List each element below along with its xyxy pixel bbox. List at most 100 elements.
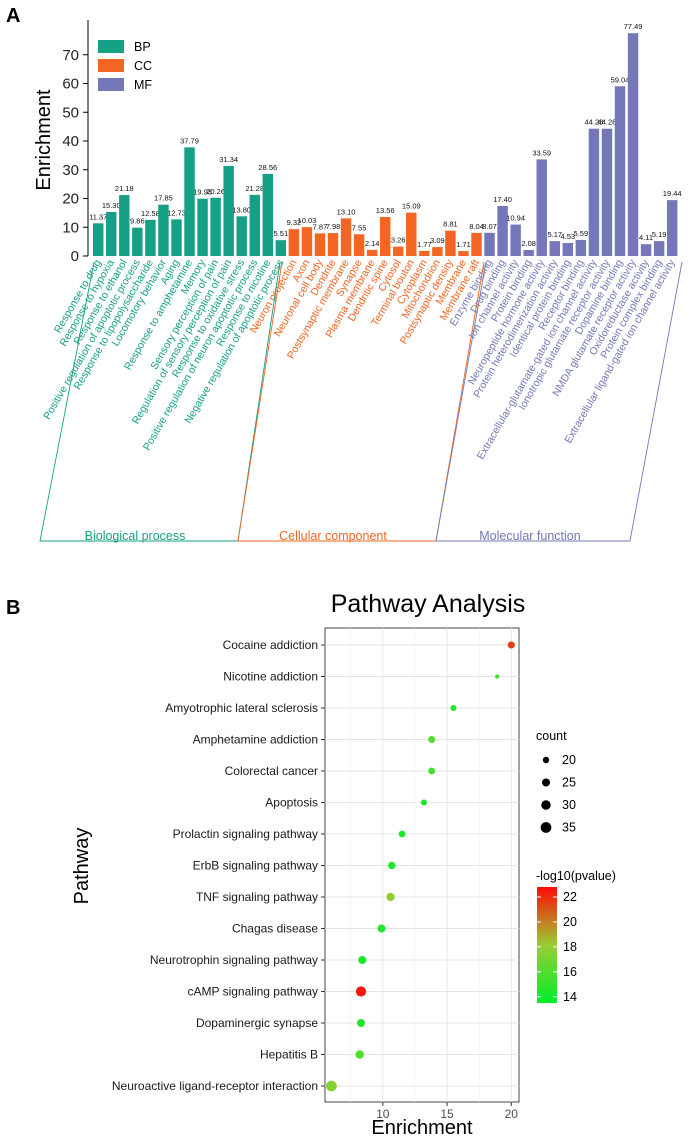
pathway-label-colorectal-cancer: Colorectal cancer: [225, 764, 318, 778]
category-label-biological-process: Biological process: [85, 529, 186, 543]
pathway-label-erbb-signaling-pathway: ErbB signaling pathway: [193, 859, 318, 873]
count-legend-label: 35: [562, 821, 576, 835]
chart-title: Pathway Analysis: [331, 590, 526, 618]
pathway-label-neuroactive-ligand-receptor-interaction: Neuroactive ligand-receptor interaction: [112, 1079, 318, 1093]
bar-response-to-amphetamine: [184, 147, 195, 256]
y-tick-label: 30: [62, 162, 79, 179]
point-cocaine-addiction: [507, 641, 515, 649]
color-legend-bar: [537, 887, 557, 1003]
panel-a-bar-chart: A010203040506070EnrichmentBPCCMF11.37Res…: [6, 5, 683, 543]
point-camp-signaling-pathway: [355, 986, 367, 997]
bar-response-to-ethanol: [119, 195, 130, 256]
bar-cytosol: [393, 246, 404, 256]
bar-value-label: 12.73: [167, 208, 186, 217]
point-tnf-signaling-pathway: [386, 892, 395, 902]
bar-value-label: 1.71: [456, 240, 471, 249]
count-legend-label: 25: [562, 776, 576, 790]
color-legend-label: 14: [563, 990, 577, 1004]
bar-memory: [197, 198, 208, 256]
y-axis-title: Pathway: [71, 828, 93, 905]
bar-identical-protein-binding: [562, 242, 574, 256]
bar-dopamine-binding: [614, 86, 626, 256]
y-tick-label: 40: [62, 133, 79, 150]
y-tick-label: 20: [62, 191, 79, 208]
bar-membrane-raft: [471, 232, 482, 256]
legend-swatch-mf: [98, 78, 124, 91]
bar-response-to-hypoxia: [106, 212, 117, 256]
point-colorectal-cancer: [428, 767, 436, 775]
count-legend-dot: [541, 800, 551, 810]
point-erbb-signaling-pathway: [388, 861, 396, 870]
bar-value-label: 21.28: [245, 184, 264, 193]
bar-plasma-membrane: [366, 249, 378, 256]
bar-response-to-nicotine: [262, 173, 274, 256]
bar-value-label: 31.34: [219, 155, 238, 164]
bar-value-label: 15.30: [102, 201, 121, 210]
y-tick-label: 50: [62, 104, 79, 121]
bar-value-label: 4.53: [561, 232, 576, 241]
legend-swatch-bp: [98, 40, 124, 53]
point-amyotrophic-lateral-sclerosis: [450, 704, 457, 712]
legend-swatch-cc: [98, 59, 124, 72]
category-bracket-molecular-function: [435, 261, 683, 542]
bar-value-label: 44.28: [598, 118, 617, 127]
bar-nmda-glutamate-receptor-activity: [627, 33, 639, 257]
bar-value-label: 10.03: [298, 216, 317, 225]
bar-ionotropic-glutamate-receptor-activity: [601, 128, 613, 256]
bar-value-label: 5.19: [652, 230, 667, 239]
x-tick-label: 20: [505, 1107, 519, 1121]
pathway-label-chagas-disease: Chagas disease: [232, 922, 318, 936]
bar-value-label: 13.80: [232, 205, 251, 214]
bar-value-label: 33.59: [532, 148, 551, 157]
bar-value-label: 37.79: [180, 136, 199, 145]
bar-value-label: 5.17: [547, 230, 562, 239]
pathway-label-camp-signaling-pathway: cAMP signaling pathway: [187, 985, 318, 999]
bar-value-label: 19.93: [193, 188, 212, 197]
bar-positive-regulation-of-apoptotic-process: [132, 227, 143, 256]
bar-value-label: 13.10: [337, 207, 356, 216]
bar-neuron-projection: [288, 229, 300, 256]
category-label-molecular-function: Molecular function: [479, 529, 580, 543]
pathway-label-prolactin-signaling-pathway: Prolactin signaling pathway: [173, 827, 318, 841]
count-legend-label: 30: [562, 798, 576, 812]
bar-value-label: 7.55: [352, 223, 367, 232]
bar-value-label: 17.40: [493, 195, 512, 204]
bar-value-label: 15.09: [402, 202, 421, 211]
bar-synapse: [353, 234, 365, 256]
count-legend-title: count: [536, 729, 567, 743]
bar-value-label: 2.14: [365, 239, 380, 248]
bar-response-to-drug: [93, 223, 104, 256]
bar-dendrite: [327, 233, 339, 256]
bar-receptor-binding: [575, 239, 587, 256]
bar-extracellular-glutamate-gated-ion-channel-activity: [588, 128, 600, 256]
point-neuroactive-ligand-receptor-interaction: [326, 1080, 337, 1092]
bar-dendritic-spine: [379, 217, 391, 256]
bar-value-label: 2.08: [521, 239, 536, 248]
legend-label-cc: CC: [134, 59, 152, 73]
bar-value-label: 19.44: [663, 189, 682, 198]
point-nicotine-addiction: [495, 674, 500, 679]
bar-postsynaptic-density: [445, 230, 456, 256]
bar-value-label: 28.56: [258, 163, 277, 172]
legend-label-mf: MF: [134, 78, 152, 92]
pathway-label-nicotine-addiction: Nicotine addiction: [223, 670, 318, 684]
x-axis-title: Enrichment: [371, 1117, 473, 1139]
bar-value-label: 13.56: [376, 206, 395, 215]
bar-negative-regulation-of-apoptotic-process: [275, 240, 287, 256]
bar-value-label: 44.28: [585, 118, 604, 127]
plot-panel: [324, 627, 520, 1103]
bar-value-label: 21.18: [115, 184, 134, 193]
color-legend-label: 20: [563, 915, 577, 929]
category-label-cellular-component: Cellular component: [279, 529, 387, 543]
bar-response-to-oxidative-stress: [236, 216, 247, 256]
bar-value-label: 20.26: [206, 187, 225, 196]
bar-postsynaptic-membrane: [340, 218, 352, 256]
pathway-label-amphetamine-addiction: Amphetamine addiction: [193, 733, 318, 747]
color-legend-label: 22: [563, 890, 577, 904]
bar-enzyme-binding: [484, 232, 495, 256]
bar-positive-regulation-of-neuron-apoptotic-process: [249, 194, 260, 256]
bar-value-label: 8.04: [469, 222, 484, 231]
category-bracket-biological-process: [39, 261, 281, 542]
pathway-label-apoptosis: Apoptosis: [265, 796, 318, 810]
bar-value-label: 12.58: [141, 209, 160, 218]
